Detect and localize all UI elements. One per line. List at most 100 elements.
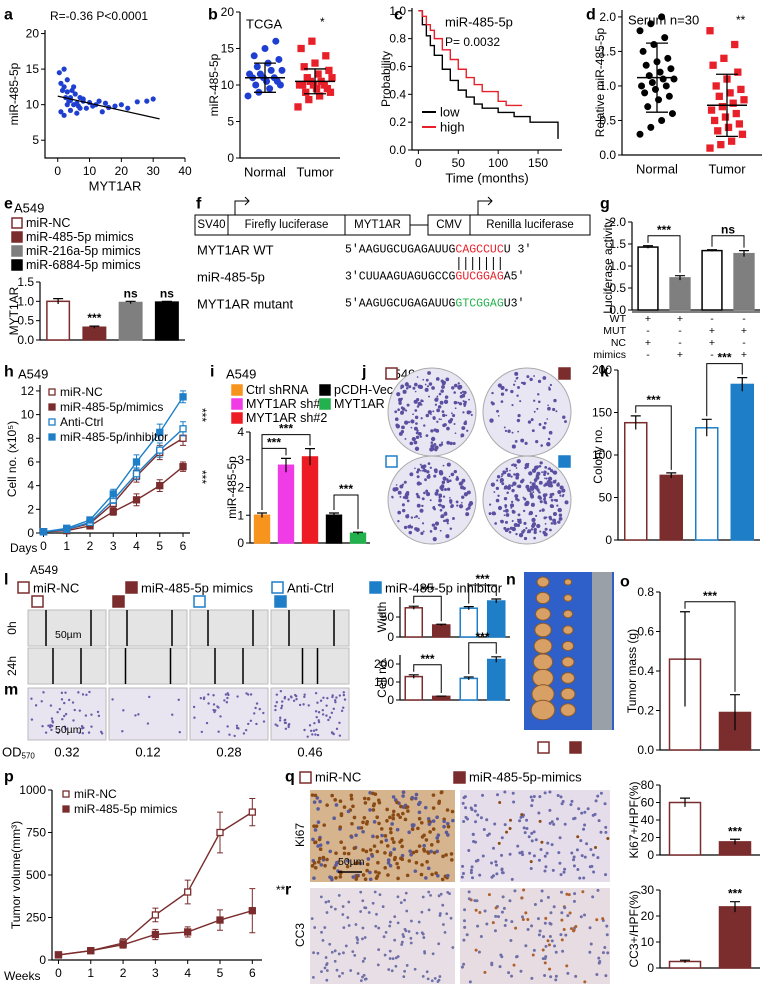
colony bbox=[504, 429, 508, 433]
colony bbox=[433, 507, 436, 511]
colony bbox=[439, 508, 443, 512]
cc3-cell bbox=[342, 926, 346, 930]
colony bbox=[443, 512, 448, 516]
cc3-cell bbox=[363, 906, 367, 910]
ki67-cell bbox=[407, 859, 412, 863]
cc3-cell bbox=[526, 918, 530, 922]
construct-label: MYT1AR bbox=[354, 219, 401, 231]
ki67-cell bbox=[314, 824, 319, 828]
cc3-cell bbox=[310, 917, 314, 921]
table-cell: - bbox=[742, 313, 746, 325]
colony bbox=[512, 510, 516, 514]
annotation: R=-0.36 P<0.0001 bbox=[50, 9, 148, 23]
y-tick-label: 12 bbox=[21, 384, 35, 398]
colony bbox=[457, 477, 460, 479]
point bbox=[132, 496, 141, 504]
ki67-cell bbox=[578, 876, 582, 880]
colony bbox=[416, 470, 419, 474]
ki67-cell bbox=[561, 800, 565, 804]
ki67-cell bbox=[537, 858, 541, 862]
colony bbox=[503, 426, 506, 429]
colony bbox=[517, 513, 521, 517]
cc3-cell bbox=[605, 933, 609, 937]
legend-label: Anti-Ctrl bbox=[287, 581, 334, 596]
point bbox=[151, 911, 160, 919]
cc3-cell bbox=[359, 979, 363, 983]
colony bbox=[517, 430, 520, 433]
point bbox=[64, 89, 70, 95]
cc3-cell bbox=[361, 959, 365, 963]
od-value: 0.28 bbox=[216, 745, 241, 760]
table-cell: - bbox=[742, 337, 746, 349]
bracket-label: *** bbox=[420, 652, 434, 666]
cc3-cell bbox=[502, 906, 506, 910]
cc3-cell bbox=[581, 890, 585, 894]
table-row-label: NC bbox=[611, 337, 627, 349]
bracket-label: *** bbox=[703, 589, 717, 603]
ki67-cell bbox=[485, 818, 489, 822]
error-bar bbox=[643, 245, 653, 249]
colony bbox=[468, 398, 470, 401]
cc3-cell bbox=[390, 969, 394, 973]
ki67-cell bbox=[585, 842, 589, 846]
x-tick-label: 3 bbox=[110, 539, 117, 553]
cc3-cell bbox=[597, 961, 601, 965]
point bbox=[72, 91, 78, 97]
cc3-cell bbox=[356, 972, 360, 975]
group-marker bbox=[453, 771, 466, 784]
legend-label: MYT1AR sh#1 bbox=[246, 397, 327, 411]
ki67-cell bbox=[441, 854, 445, 859]
cell bbox=[137, 713, 140, 716]
colony bbox=[414, 409, 418, 412]
ki67-cell bbox=[401, 811, 405, 816]
cc3-cell bbox=[377, 926, 381, 930]
ki67-cell bbox=[372, 802, 377, 806]
colony bbox=[426, 470, 430, 474]
cc3-cell bbox=[596, 888, 600, 892]
colony bbox=[525, 527, 528, 530]
bar bbox=[46, 300, 71, 341]
error-bar bbox=[305, 448, 315, 466]
cc3-cell bbox=[403, 969, 407, 973]
ki67-cell bbox=[332, 816, 336, 820]
ki67-cell bbox=[471, 832, 475, 836]
colony bbox=[445, 414, 448, 417]
cell bbox=[321, 708, 325, 712]
colony bbox=[510, 389, 514, 394]
ki67-cell bbox=[318, 847, 323, 852]
y-tick-label: 20 bbox=[641, 831, 655, 845]
cell bbox=[122, 709, 125, 712]
cc3-cell bbox=[462, 919, 466, 923]
point bbox=[717, 140, 725, 149]
colony bbox=[542, 530, 547, 535]
colony bbox=[403, 480, 407, 484]
ki67-cell bbox=[371, 834, 375, 839]
cc3-cell bbox=[496, 915, 500, 919]
ki67-cell bbox=[588, 865, 592, 869]
cell bbox=[212, 703, 216, 706]
sequence-end: U3' bbox=[504, 298, 525, 311]
annotation: ** bbox=[276, 883, 286, 897]
cc3-cell bbox=[560, 938, 564, 942]
cc3-cell bbox=[393, 915, 397, 919]
colony bbox=[490, 482, 496, 487]
colony bbox=[535, 475, 540, 480]
cell bbox=[44, 731, 48, 734]
colony bbox=[434, 403, 438, 406]
colony bbox=[503, 509, 506, 512]
colony bbox=[516, 518, 519, 521]
legend-label: miR-NC bbox=[60, 385, 103, 399]
cc3-cell bbox=[448, 892, 451, 896]
colony bbox=[530, 494, 535, 499]
ki67-cell bbox=[400, 853, 405, 858]
cc3-cell bbox=[329, 905, 333, 909]
y-tick-label: 4 bbox=[27, 479, 34, 493]
ki67-cell bbox=[539, 848, 543, 852]
error-bar bbox=[666, 472, 677, 478]
tumor bbox=[563, 578, 573, 586]
ki67-cell bbox=[516, 844, 520, 848]
panel-letter: p bbox=[4, 769, 14, 786]
cc3-cell bbox=[510, 920, 514, 924]
point bbox=[638, 82, 646, 90]
colony bbox=[424, 383, 427, 386]
